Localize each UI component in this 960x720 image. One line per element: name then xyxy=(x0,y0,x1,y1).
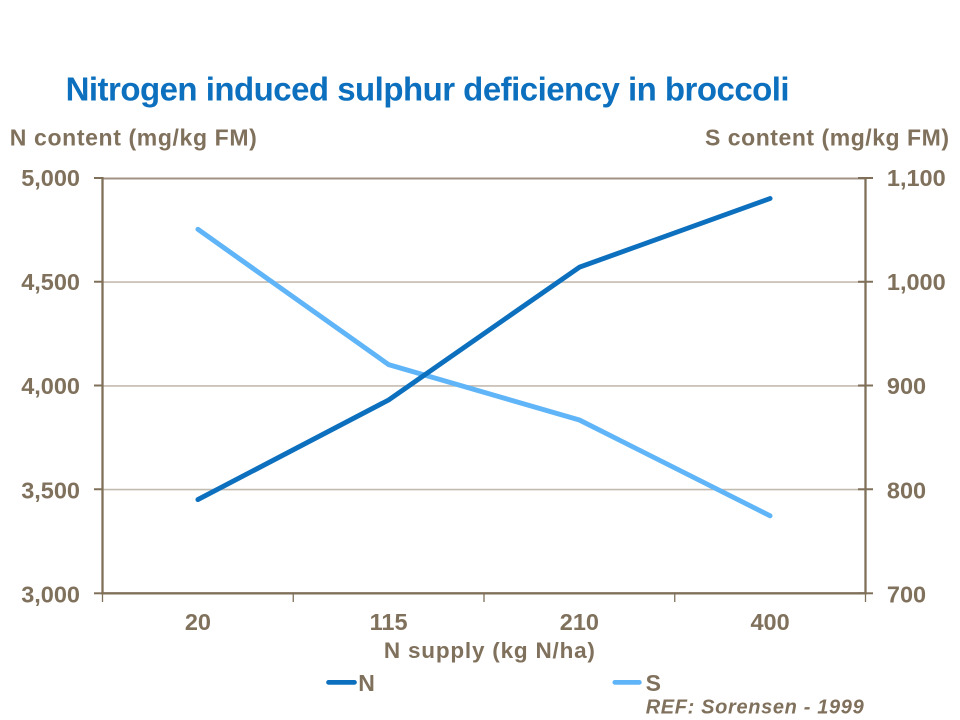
svg-text:800: 800 xyxy=(887,477,926,503)
svg-text:1,000: 1,000 xyxy=(887,269,946,295)
svg-text:N content (mg/kg FM): N content (mg/kg FM) xyxy=(10,125,257,151)
svg-text:Nitrogen induced sulphur defic: Nitrogen induced sulphur deficiency in b… xyxy=(66,71,790,108)
svg-text:5,000: 5,000 xyxy=(21,165,80,191)
svg-text:210: 210 xyxy=(560,609,599,635)
svg-text:700: 700 xyxy=(887,581,926,607)
svg-text:20: 20 xyxy=(185,609,211,635)
svg-text:3,500: 3,500 xyxy=(21,477,80,503)
svg-text:REF: Sorensen - 1999: REF: Sorensen - 1999 xyxy=(646,697,865,719)
svg-text:4,500: 4,500 xyxy=(21,269,80,295)
svg-text:3,000: 3,000 xyxy=(21,581,80,607)
svg-text:S content (mg/kg FM): S content (mg/kg FM) xyxy=(705,125,949,151)
svg-text:S: S xyxy=(646,670,661,696)
svg-text:N supply (kg N/ha): N supply (kg N/ha) xyxy=(384,638,595,663)
svg-text:1,100: 1,100 xyxy=(887,165,946,191)
svg-text:4,000: 4,000 xyxy=(21,373,80,399)
svg-text:400: 400 xyxy=(750,609,789,635)
svg-text:900: 900 xyxy=(887,373,926,399)
svg-text:115: 115 xyxy=(370,609,408,635)
svg-text:N: N xyxy=(358,670,375,696)
